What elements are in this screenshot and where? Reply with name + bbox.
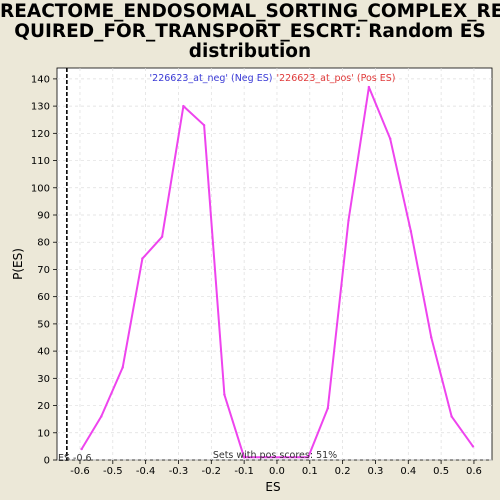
y-tick-label: 130 — [31, 102, 50, 113]
data-point — [202, 123, 206, 127]
x-tick-label: -0.5 — [103, 466, 123, 477]
x-axis-label: ES — [265, 480, 280, 494]
data-point — [242, 456, 246, 459]
y-tick-label: 30 — [37, 374, 50, 385]
data-point — [409, 230, 413, 233]
x-axis: -0.6 -0.5 -0.4 -0.3 -0.2 -0.1 0.0 0.1 0.2 0.3 0.4 0… — [70, 460, 482, 477]
x-tick-label: -0.6 — [70, 466, 90, 477]
legend-neg: '226623_at_neg' (Neg ES) — [150, 73, 273, 84]
pos-scores-annotation: Sets with pos scores: 51% — [213, 450, 337, 461]
series-points — [80, 85, 475, 459]
y-axis: 0 10 20 30 40 50 60 70 80 90 100 110 120 130 140 — [31, 74, 57, 467]
data-point — [347, 219, 350, 222]
y-tick-label: 10 — [37, 428, 50, 439]
plot-area — [56, 67, 493, 461]
y-axis-label: P(ES) — [11, 248, 25, 280]
y-tick-label: 90 — [37, 211, 50, 222]
data-point — [80, 447, 83, 451]
y-tick-label: 100 — [31, 183, 50, 194]
x-tick-label: 0.6 — [466, 466, 482, 477]
y-tick-label: 40 — [37, 347, 50, 358]
es-marker-label: ES -0.6 — [58, 453, 92, 464]
chart-title: REACTOME_ENDOSOMAL_SORTING_COMPLEX_RE QU… — [0, 1, 500, 62]
data-point — [389, 137, 392, 140]
y-tick-label: 70 — [37, 265, 50, 276]
grid-lines — [57, 68, 492, 461]
data-point — [306, 456, 310, 459]
y-tick-label: 120 — [31, 129, 50, 140]
legend-pos: '226623_at_pos' (Pos ES) — [277, 73, 396, 84]
data-point — [326, 407, 330, 410]
x-tick-label: 0.0 — [269, 466, 285, 477]
x-tick-label: -0.1 — [234, 466, 254, 477]
data-point — [141, 257, 144, 260]
series-line — [80, 86, 474, 459]
data-point — [367, 85, 371, 89]
data-point — [121, 366, 124, 369]
y-tick-label: 60 — [37, 292, 50, 303]
data-point — [450, 415, 453, 418]
x-tick-label: 0.1 — [302, 466, 318, 477]
x-tick-label: -0.3 — [169, 466, 189, 477]
data-point — [430, 336, 433, 339]
y-tick-label: 20 — [37, 401, 50, 412]
y-tick-label: 80 — [37, 238, 50, 249]
y-tick-label: 50 — [37, 319, 50, 330]
y-tick-label: 110 — [31, 156, 50, 167]
x-tick-label: 0.4 — [400, 466, 416, 477]
y-tick-label: 0 — [44, 456, 50, 467]
data-point — [160, 235, 164, 238]
data-point — [471, 445, 475, 448]
x-tick-label: 0.3 — [367, 466, 383, 477]
x-tick-label: 0.2 — [335, 466, 351, 477]
x-tick-label: -0.4 — [136, 466, 156, 477]
data-point — [100, 415, 103, 418]
x-tick-label: 0.5 — [433, 466, 449, 477]
data-point — [182, 104, 185, 108]
y-tick-label: 140 — [31, 74, 50, 85]
x-tick-label: -0.2 — [202, 466, 222, 477]
data-point — [223, 393, 226, 396]
